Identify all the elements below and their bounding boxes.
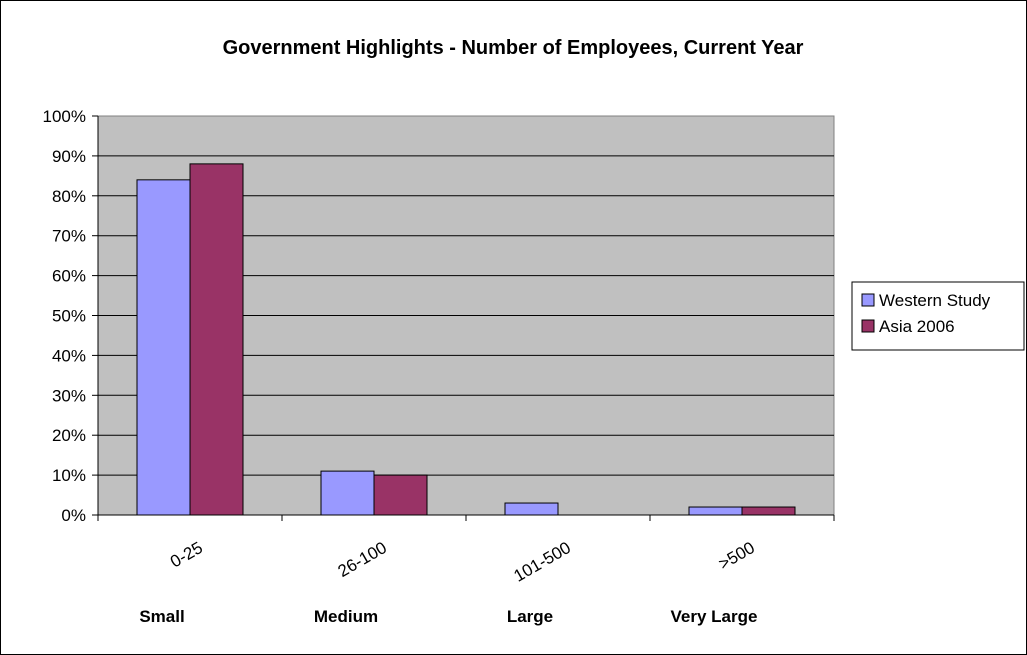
legend-swatch [861,319,875,333]
x-axis-ticks: 0-25 26-100 101-500 >500 [97,515,835,586]
x-tick-label: 101-500 [510,538,574,586]
legend-label: Western Study [879,291,991,310]
bar-asia-2006-0 [189,163,244,516]
y-tick-label: 70% [52,227,86,246]
y-tick-label: 30% [52,386,86,405]
legend-label: Asia 2006 [879,317,955,336]
y-tick-label: 20% [52,426,86,445]
group-label: Small [139,607,184,626]
y-tick-label: 90% [52,147,86,166]
y-tick-label: 80% [52,187,86,206]
x-tick-label: 0-25 [167,538,206,571]
bar-western-study-1 [320,470,375,516]
group-label: Medium [314,607,378,626]
bar-asia-2006-3 [741,506,796,516]
y-tick-label: 0% [61,506,86,525]
legend-box [851,281,1025,351]
x-tick-label: >500 [715,538,758,574]
x-tick-label: 26-100 [335,538,390,581]
y-tick-label: 10% [52,466,86,485]
y-axis-ticks: 0% 10% 20% 30% 40% 50% 60% 70% 80% 90% 100% [43,107,98,525]
y-tick-label: 60% [52,267,86,286]
y-tick-label: 100% [43,107,86,126]
y-tick-label: 50% [52,307,86,326]
bars [136,163,796,516]
bar-asia-2006-1 [373,474,428,516]
group-labels: Small Medium Large Very Large [139,607,757,626]
bar-western-study-2 [504,502,559,516]
legend: Western Study Asia 2006 [851,281,1025,351]
group-label: Very Large [671,607,758,626]
bar-western-study-3 [688,506,743,516]
chart-title: Government Highlights - Number of Employ… [223,37,804,59]
legend-swatch [861,293,875,307]
group-label: Large [507,607,553,626]
bar-western-study-0 [136,179,191,516]
y-tick-label: 40% [52,346,86,365]
